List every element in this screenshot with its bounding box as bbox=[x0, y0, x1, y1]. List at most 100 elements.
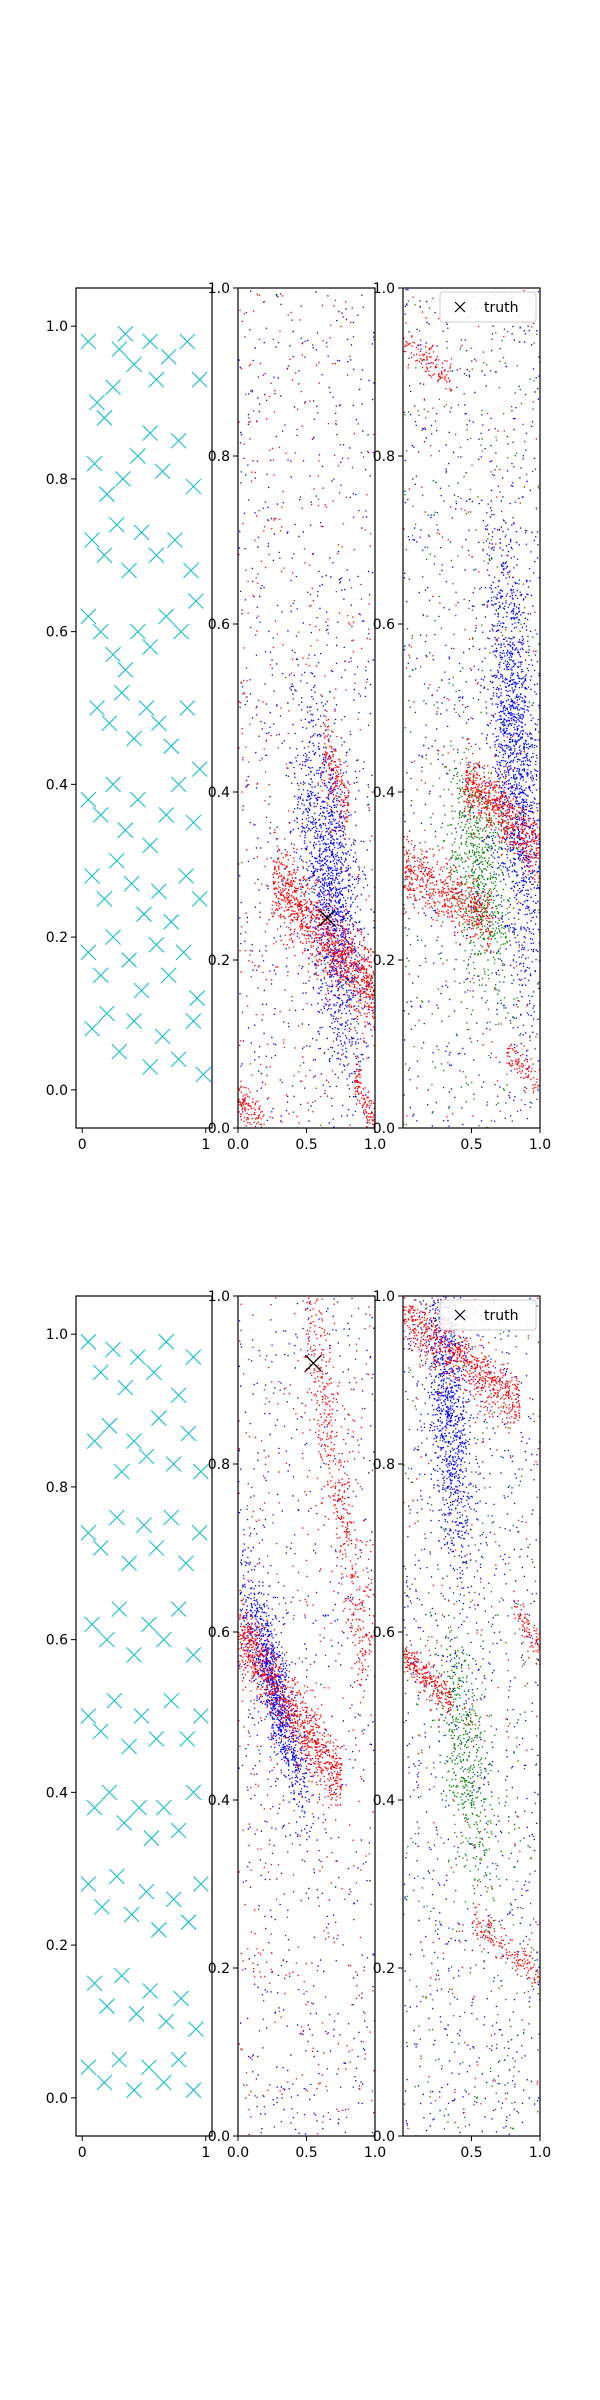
x-tick-label: 1.0 bbox=[529, 1137, 551, 1153]
y-tick-label: 0.6 bbox=[373, 1625, 395, 1641]
y-tick-label: 0.6 bbox=[208, 617, 230, 633]
y-tick-label: 0.0 bbox=[373, 2129, 395, 2145]
y-tick-label: 0.0 bbox=[208, 1121, 230, 1137]
x-tick-label: 0 bbox=[78, 1137, 87, 1153]
data-point-x bbox=[105, 646, 121, 663]
data-point-x bbox=[143, 1830, 160, 1847]
data-point-x bbox=[115, 471, 131, 487]
data-point-x bbox=[105, 929, 121, 945]
data-point-x bbox=[129, 623, 146, 640]
data-point-x bbox=[170, 1051, 187, 1068]
subplot-r1-c1: 0.0 0.5 1.0 0.0 0.2 0.4 0.6 0.8 1.0 bbox=[208, 1289, 386, 2161]
x-tick-label: 0.5 bbox=[460, 1137, 482, 1153]
data-point-x bbox=[160, 967, 177, 984]
data-point-x bbox=[142, 333, 159, 350]
data-point-x bbox=[180, 1914, 197, 1931]
data-point-x bbox=[92, 623, 109, 640]
data-point-x bbox=[86, 455, 103, 472]
data-point-x bbox=[150, 1410, 167, 1427]
data-point-x bbox=[101, 1417, 118, 1434]
data-point-x bbox=[170, 1601, 187, 1617]
data-point-x bbox=[148, 1540, 165, 1556]
data-point-x bbox=[80, 1333, 97, 1350]
data-point-x bbox=[170, 432, 187, 449]
data-point-x bbox=[154, 1028, 171, 1045]
data-point-x bbox=[111, 2051, 128, 2068]
y-tick-label: 1.0 bbox=[373, 281, 395, 297]
x-tick-label: 1 bbox=[201, 2145, 210, 2161]
truth-marker bbox=[304, 1354, 322, 1372]
data-point-x bbox=[96, 891, 113, 907]
data-point-x bbox=[121, 1738, 138, 1755]
data-point-x bbox=[126, 1647, 142, 1663]
truth-marker bbox=[318, 909, 336, 927]
data-point-x bbox=[178, 868, 194, 884]
data-point-x bbox=[163, 738, 180, 755]
data-point-x bbox=[155, 1799, 172, 1816]
scatter-cloud bbox=[403, 322, 453, 392]
scatter-cloud bbox=[238, 1080, 265, 1128]
data-point-x bbox=[179, 333, 196, 350]
data-point-x bbox=[141, 1616, 157, 1633]
y-tick-label: 0.8 bbox=[46, 1480, 68, 1496]
data-point-x bbox=[155, 1631, 172, 1648]
data-point-x bbox=[80, 333, 97, 350]
data-point-x bbox=[89, 700, 105, 716]
data-point-x bbox=[163, 1692, 180, 1709]
data-point-x bbox=[99, 486, 115, 503]
data-point-x bbox=[105, 776, 121, 793]
scatter-cloud bbox=[403, 1645, 452, 1716]
data-point-x bbox=[189, 990, 206, 1007]
data-point-x bbox=[170, 1822, 187, 1839]
data-point-x bbox=[131, 1799, 147, 1816]
legend: truth bbox=[439, 1299, 537, 1331]
data-point-x bbox=[116, 1815, 133, 1831]
y-tick-label: 0.4 bbox=[46, 777, 68, 793]
data-point-x bbox=[80, 791, 97, 808]
y-tick-label: 0.4 bbox=[208, 785, 230, 801]
data-point-x bbox=[111, 1601, 128, 1617]
data-point-x bbox=[158, 2013, 175, 2030]
data-point-x bbox=[188, 593, 204, 609]
data-point-x bbox=[183, 562, 199, 579]
data-point-x bbox=[80, 1708, 97, 1724]
data-point-x bbox=[113, 1967, 130, 1984]
data-point-x bbox=[86, 1799, 103, 1816]
axes-frame bbox=[75, 287, 213, 1129]
data-point-x bbox=[173, 1990, 189, 2007]
data-point-x bbox=[94, 1899, 110, 1915]
y-tick-label: 0.0 bbox=[208, 2129, 230, 2145]
x-tick-label: 0.0 bbox=[227, 2145, 249, 2161]
data-point-x bbox=[80, 1876, 97, 1892]
data-point-x bbox=[142, 639, 159, 655]
data-point-x bbox=[178, 1555, 194, 1572]
data-point-x bbox=[108, 852, 125, 869]
data-point-x bbox=[142, 1983, 159, 1999]
x-tick-label: 1.0 bbox=[529, 2145, 551, 2161]
data-point-x bbox=[138, 700, 155, 716]
data-point-x bbox=[192, 1876, 209, 1892]
data-point-x bbox=[148, 936, 165, 953]
plot-area bbox=[403, 288, 540, 1128]
data-point-x bbox=[89, 394, 105, 411]
data-point-x bbox=[129, 448, 146, 464]
subplot-r1-c2: 0.5 1.0 0.0 0.2 0.4 0.6 0.8 1.0 truth bbox=[373, 1289, 551, 2161]
y-tick-label: 0.8 bbox=[373, 449, 395, 465]
data-point-x bbox=[126, 730, 142, 747]
data-point-x bbox=[111, 341, 128, 357]
y-tick-label: 0.6 bbox=[208, 1625, 230, 1641]
data-point-x bbox=[188, 2021, 204, 2037]
data-point-x bbox=[165, 1891, 182, 1908]
data-point-x bbox=[92, 967, 109, 984]
y-tick-label: 0.2 bbox=[208, 953, 230, 969]
data-point-x bbox=[179, 1731, 196, 1747]
data-point-x bbox=[86, 1975, 103, 1992]
data-point-x bbox=[138, 1448, 155, 1465]
data-point-x bbox=[80, 2059, 97, 2076]
data-point-x bbox=[175, 944, 192, 961]
data-point-x bbox=[191, 1524, 208, 1541]
data-point-x bbox=[191, 761, 208, 777]
data-point-x bbox=[142, 837, 159, 854]
